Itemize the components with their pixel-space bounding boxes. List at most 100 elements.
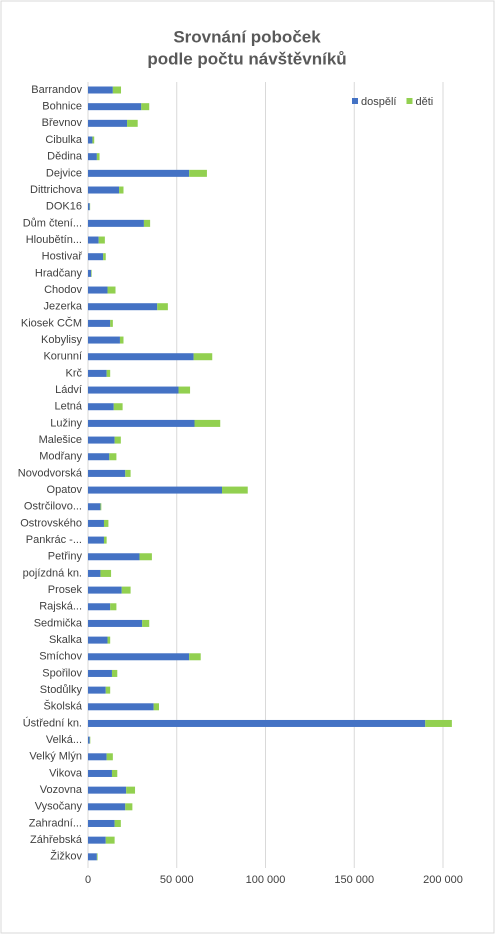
bar-segment [125,470,130,477]
bar-segment [97,153,100,160]
bar-segment [88,137,92,144]
y-tick-label: Záhřebská [30,834,83,846]
y-tick-label: Vysočany [35,801,83,813]
x-tick-label: 50 000 [160,874,194,886]
bar-segment [88,337,120,344]
bar-segment [144,220,150,227]
y-tick-label: Petřiny [48,551,83,563]
y-tick-label: Ústřední kn. [23,716,82,729]
bar-segment [88,837,106,844]
y-tick-label: Kiosek CČM [21,316,82,329]
bar-segment [88,570,100,577]
y-tick-label: Školská [43,700,82,713]
y-tick-label: Opatov [47,484,83,496]
y-tick-label: Stodůlky [40,684,83,696]
bar-segment [88,103,141,110]
bar-segment [154,703,159,710]
bar-segment [112,670,117,677]
y-tick-label: Dědina [47,151,83,163]
bar-segment [110,320,113,327]
bar-segment [88,170,189,177]
bar-segment [88,270,91,277]
y-tick-label: Barrandov [31,84,82,96]
bar-segment [107,753,113,760]
y-tick-label: Cibulka [45,134,83,146]
bar-segment [115,820,121,827]
bar-segment [88,220,144,227]
bar-segment [106,687,110,694]
y-tick-label: Zahradní... [29,817,82,829]
bar-segment [425,720,452,727]
bar-segment [107,370,111,377]
y-tick-label: Velký Mlýn [29,751,82,763]
bar-segment [88,253,103,260]
y-tick-label: Hradčany [35,267,83,279]
bar-segment [88,503,100,510]
bar-segment [108,637,111,644]
y-tick-label: Ostrovského [20,517,82,529]
bar-segment [189,653,201,660]
y-tick-label: Vozovna [40,784,83,796]
y-tick-label: Pankrác -... [26,534,82,546]
bar-segment [88,553,139,560]
bar-segment [109,453,116,460]
bar-segment [141,103,149,110]
chart-title: podle počtu návštěvníků [147,49,346,68]
y-tick-label: Letná [54,401,82,413]
bar-segment [88,387,179,394]
bar-segment [139,553,151,560]
bar-segment [88,453,109,460]
bar-segment [88,537,104,544]
bar-segment [88,437,115,444]
bar-segment [88,703,154,710]
bar-segment [120,337,124,344]
bar-segment [157,303,168,310]
x-tick-label: 0 [85,874,91,886]
y-tick-label: Dům čtení... [23,217,82,229]
bar-segment [88,653,189,660]
y-tick-label: Hloubětín... [26,234,82,246]
bar-segment [88,820,115,827]
bar-segment [114,403,123,410]
y-tick-label: Dittrichova [30,184,83,196]
bar-segment [88,803,125,810]
bar-segment [127,120,138,127]
y-tick-label: Velká... [46,734,82,746]
y-tick-label: Rajská... [39,601,82,613]
bar-segment [142,620,149,627]
bar-segment [126,787,135,794]
bar-segment [88,120,127,127]
bar-segment [88,153,97,160]
bar-segment [88,187,119,194]
bar-segment [113,87,121,94]
bar-segment [88,203,90,210]
bar-segment [88,487,222,494]
bar-segment [88,853,97,860]
bar-segment [108,287,116,294]
bar-segment [110,603,116,610]
y-tick-label: Modřany [39,451,82,463]
y-tick-label: Malešice [39,434,82,446]
bar-segment [88,520,104,527]
y-tick-label: Korunní [43,351,82,363]
bar-segment [88,770,112,777]
bar-segment [88,320,110,327]
y-tick-label: Novodvorská [18,467,83,479]
bar-segment [125,803,132,810]
bar-segment [99,237,105,244]
legend-label: dospělí [361,96,396,108]
bar-segment [97,853,98,860]
bar-segment [88,753,107,760]
x-tick-label: 150 000 [334,874,374,886]
bar-segment [115,437,121,444]
bar-segment [119,187,123,194]
bar-segment [104,537,107,544]
y-tick-label: Spořilov [42,667,82,679]
bar-segment [104,520,108,527]
y-tick-label: DOK16 [46,201,82,213]
bar-segment [100,570,111,577]
bar-segment [222,487,248,494]
bar-segment [88,687,106,694]
bar-segment [88,420,195,427]
